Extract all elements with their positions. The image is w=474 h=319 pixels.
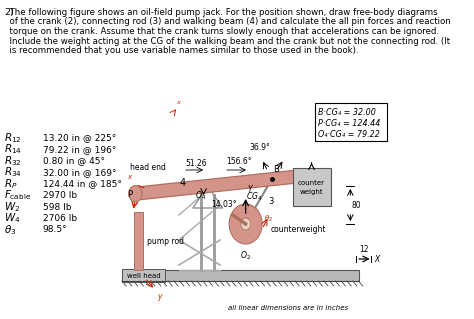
Text: counterweight: counterweight — [270, 225, 326, 234]
Text: P: P — [127, 190, 132, 199]
Text: $R_{32}$: $R_{32}$ — [4, 154, 22, 168]
Text: $W_2$: $W_2$ — [4, 200, 20, 214]
Text: 32.00 in @ 169°: 32.00 in @ 169° — [43, 168, 116, 177]
Text: $F_\mathrm{cable}$: $F_\mathrm{cable}$ — [4, 189, 31, 202]
Text: 0.80 in @ 45°: 0.80 in @ 45° — [43, 157, 105, 166]
Ellipse shape — [129, 186, 142, 202]
Bar — [292, 168, 330, 206]
Text: is recommended that you use variable names similar to those used in the book).: is recommended that you use variable nam… — [4, 46, 359, 55]
Text: 3: 3 — [268, 197, 274, 206]
Text: 2970 lb: 2970 lb — [43, 191, 77, 200]
Bar — [315, 103, 387, 141]
Text: B: B — [273, 165, 279, 174]
Text: The following figure shows an oil-field pump jack. For the position shown, draw : The following figure shows an oil-field … — [4, 8, 438, 17]
Text: all linear dimensions are in inches: all linear dimensions are in inches — [228, 305, 348, 311]
Text: $y$: $y$ — [156, 292, 164, 303]
Text: P·CG₄ = 124.44: P·CG₄ = 124.44 — [318, 119, 381, 128]
Text: O₄·CG₄ = 79.22: O₄·CG₄ = 79.22 — [318, 130, 380, 139]
Text: $\theta_3$: $\theta_3$ — [4, 223, 17, 237]
Text: 124.44 in @ 185°: 124.44 in @ 185° — [43, 180, 122, 189]
Text: of the crank (2), connecting rod (3) and walking beam (4) and calculate the all : of the crank (2), connecting rod (3) and… — [4, 18, 451, 26]
Text: 13.20 in @ 225°: 13.20 in @ 225° — [43, 133, 116, 143]
Circle shape — [229, 204, 262, 244]
Text: 36.9°: 36.9° — [250, 144, 271, 152]
Text: weight: weight — [300, 189, 323, 195]
Text: 79.22 in @ 196°: 79.22 in @ 196° — [43, 145, 116, 154]
Text: 2706 lb: 2706 lb — [43, 214, 77, 223]
Text: $R_{34}$: $R_{34}$ — [4, 166, 22, 179]
Text: $O_2$: $O_2$ — [240, 250, 251, 263]
Text: torque on the crank. Assume that the crank turns slowly enough that acceleration: torque on the crank. Assume that the cra… — [4, 27, 439, 36]
Text: 598 lb: 598 lb — [43, 203, 72, 211]
Text: $X$: $X$ — [374, 254, 382, 264]
Polygon shape — [135, 169, 307, 200]
Text: $W_4$: $W_4$ — [4, 211, 20, 226]
Text: 14.03°: 14.03° — [211, 200, 237, 209]
Bar — [122, 269, 165, 282]
Text: Include the weight acting at the CG of the walking beam and the crank but not th: Include the weight acting at the CG of t… — [4, 36, 450, 46]
Text: counter: counter — [298, 180, 325, 186]
Text: $R_{12}$: $R_{12}$ — [4, 131, 22, 145]
Text: $CG_4$: $CG_4$ — [246, 190, 263, 203]
Text: $\theta_2$: $\theta_2$ — [264, 214, 273, 224]
Text: well head: well head — [127, 272, 160, 278]
Text: head end: head end — [130, 164, 166, 173]
Text: 2): 2) — [4, 8, 14, 17]
Text: $R_{14}$: $R_{14}$ — [4, 143, 22, 156]
Bar — [122, 270, 359, 281]
Bar — [134, 212, 143, 270]
Text: $x$: $x$ — [176, 99, 182, 106]
Text: 156.6°: 156.6° — [227, 158, 252, 167]
Text: $Y$: $Y$ — [247, 183, 255, 194]
Text: pump rod: pump rod — [147, 236, 184, 246]
Text: $x$: $x$ — [128, 173, 134, 181]
Text: 4: 4 — [180, 178, 186, 188]
Text: $R_P$: $R_P$ — [4, 177, 18, 191]
Text: 12: 12 — [359, 245, 368, 254]
Text: B·CG₄ = 32.00: B·CG₄ = 32.00 — [318, 108, 376, 117]
Text: 51.26: 51.26 — [185, 160, 207, 168]
Text: $O_4$: $O_4$ — [195, 190, 206, 203]
Circle shape — [241, 218, 251, 230]
Text: 80: 80 — [352, 201, 362, 210]
Text: 98.5°: 98.5° — [43, 226, 67, 234]
